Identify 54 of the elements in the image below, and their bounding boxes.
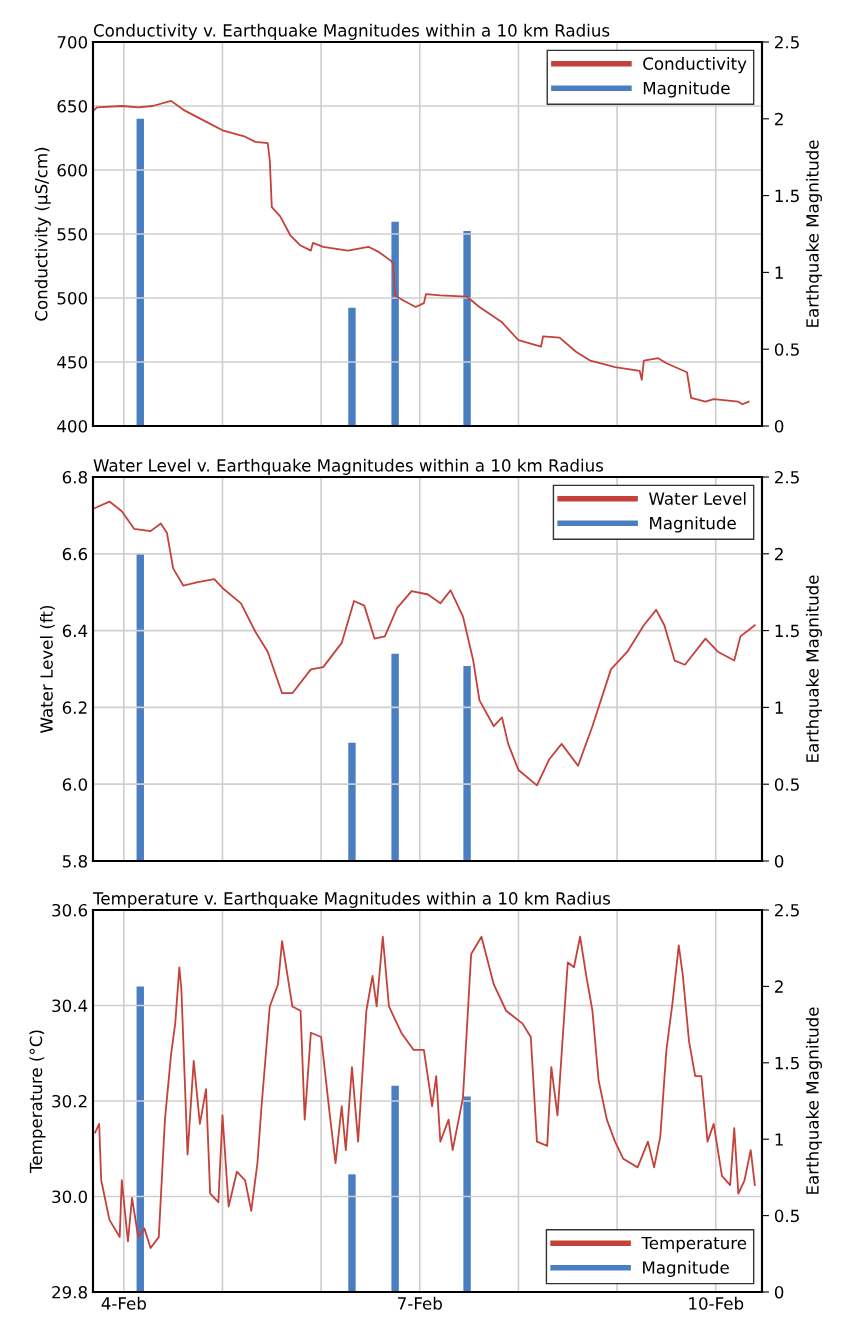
- y-tick-label: 6.6: [62, 547, 88, 561]
- y2-tick-label: 1: [775, 1133, 783, 1146]
- y-axis-title: Conductivity (µS/cm): [34, 147, 51, 321]
- chart-title: Water Level v. Earthquake Magnitudes within a 10 km Radius: [93, 458, 604, 475]
- y-axis-title: Water Level (ft): [39, 605, 55, 733]
- y-tick-label: 400: [57, 419, 88, 433]
- y2-axis-title: Earthquake Magnitude: [805, 1007, 822, 1194]
- y-tick-label: 6.2: [62, 701, 87, 714]
- y2-tick-label: 1.5: [775, 624, 799, 638]
- y2-tick-label: 1: [775, 266, 783, 279]
- chart-title: Temperature v. Earthquake Magnitudes within a 10 km Radius: [92, 891, 611, 908]
- y-tick-label: 700: [57, 35, 88, 49]
- y2-tick-label: 0.5: [774, 778, 799, 791]
- y-tick-label: 30.6: [52, 903, 88, 917]
- y2-tick-label: 0.5: [774, 343, 799, 356]
- y2-tick-label: 2: [775, 980, 783, 993]
- x-tick-label: 7-Feb: [398, 1296, 442, 1310]
- chart-title: Conductivity v. Earthquake Magnitudes within a 10 km Radius: [93, 23, 610, 40]
- y-tick-label: 600: [57, 163, 88, 177]
- y2-tick-label: 1: [775, 701, 783, 714]
- y-tick-label: 500: [57, 291, 88, 305]
- y2-tick-label: 2: [775, 112, 783, 126]
- y2-tick-label: 2.5: [775, 470, 799, 484]
- y-tick-label: 5.8: [62, 854, 87, 868]
- y2-tick-label: 2.5: [775, 903, 799, 917]
- legend-label: Water Level: [648, 492, 746, 505]
- y-tick-label: 30.0: [52, 1190, 88, 1204]
- y2-tick-label: 0: [774, 419, 784, 433]
- x-tick-label: 10-Feb: [689, 1296, 744, 1310]
- y2-axis-title: Earthquake Magnitude: [805, 575, 822, 762]
- legend-label: Magnitude: [650, 516, 736, 533]
- y-tick-label: 450: [57, 355, 88, 369]
- y2-tick-label: 1.5: [775, 189, 799, 203]
- y2-tick-label: 0: [774, 854, 784, 868]
- y-tick-label: 29.8: [52, 1285, 87, 1299]
- y-tick-label: 30.4: [52, 999, 88, 1013]
- legend-label: Conductivity: [643, 57, 747, 74]
- y-tick-label: 6.0: [62, 778, 88, 791]
- legend-label: Temperature: [641, 1236, 747, 1253]
- y2-tick-label: 2: [775, 547, 783, 561]
- legend-label: Magnitude: [643, 1260, 729, 1277]
- y-axis-title: Temperature (°C): [29, 1030, 46, 1173]
- y2-axis-title: Earthquake Magnitude: [805, 140, 822, 327]
- y-tick-label: 6.8: [62, 470, 87, 484]
- y2-tick-label: 0: [774, 1285, 784, 1299]
- y-tick-label: 6.4: [62, 624, 88, 638]
- y-tick-label: 550: [57, 227, 88, 241]
- legend-label: Magnitude: [643, 81, 730, 98]
- y-tick-label: 30.2: [52, 1094, 87, 1108]
- y2-tick-label: 2.5: [775, 35, 799, 49]
- y2-tick-label: 1.5: [775, 1056, 799, 1070]
- y-tick-label: 650: [57, 99, 88, 113]
- y2-tick-label: 0.5: [774, 1209, 799, 1223]
- x-tick-label: 4-Feb: [101, 1296, 146, 1310]
